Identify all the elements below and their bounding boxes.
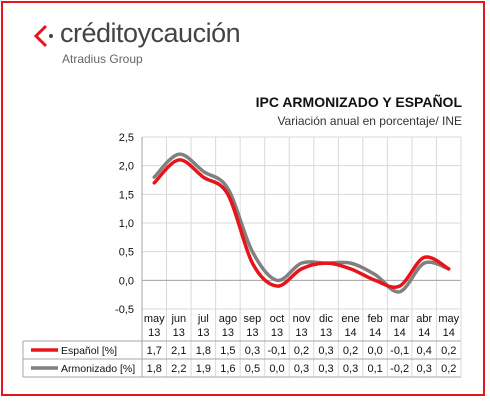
- x-tick-label-year: 13: [148, 327, 160, 339]
- data-table-cell: 0,0: [367, 345, 382, 357]
- legend-label: Español [%]: [61, 345, 117, 357]
- x-tick-label-year: 13: [320, 327, 332, 339]
- x-tick-label-year: 13: [173, 327, 185, 339]
- data-table-cell: 0,0: [269, 363, 284, 375]
- x-tick-label-month: nov: [293, 313, 311, 325]
- y-tick-label: -0,5: [115, 304, 134, 316]
- y-tick-label: 2,5: [119, 132, 134, 144]
- x-tick-label-month: jul: [197, 313, 209, 325]
- chart-subtitle: Variación anual en porcentaje/ INE: [277, 114, 462, 128]
- data-table-cell: 0,5: [245, 363, 260, 375]
- legend-label: Armonizado [%]: [61, 363, 135, 375]
- x-tick-label-month: mar: [390, 313, 409, 325]
- data-table-cell: -0,1: [267, 345, 286, 357]
- x-tick-label-month: sep: [244, 313, 262, 325]
- x-tick-label-year: 14: [394, 327, 406, 339]
- y-tick-label: 1,5: [119, 189, 134, 201]
- logo-chevron-icon: [33, 24, 53, 48]
- data-table-cell: 1,9: [196, 363, 211, 375]
- x-tick-label-month: feb: [367, 313, 382, 325]
- data-table-cell: 2,1: [171, 345, 186, 357]
- x-tick-label-year: 13: [271, 327, 283, 339]
- y-tick-label: 1,0: [119, 218, 134, 230]
- x-tick-label-month: oct: [270, 313, 285, 325]
- x-tick-label-year: 14: [344, 327, 356, 339]
- x-tick-label-year: 14: [369, 327, 381, 339]
- chart-frame: [1, 1, 485, 396]
- brand-name: créditoycaución: [60, 18, 241, 48]
- data-table-cell: 0,2: [294, 345, 309, 357]
- x-tick-label-month: ago: [219, 313, 237, 325]
- x-tick-label-year: 13: [295, 327, 307, 339]
- brand-group: Atradius Group: [62, 52, 143, 66]
- data-table-cell: 0,1: [367, 363, 382, 375]
- x-tick-label-month: abr: [416, 313, 432, 325]
- data-table-cell: 1,6: [220, 363, 235, 375]
- x-tick-label-year: 14: [443, 327, 455, 339]
- data-table-cell: 0,2: [343, 345, 358, 357]
- data-table-cell: 1,8: [147, 363, 162, 375]
- y-tick-label: 0,5: [119, 247, 134, 259]
- x-tick-label-month: dic: [319, 313, 334, 325]
- x-tick-label-year: 13: [222, 327, 234, 339]
- data-table-cell: 1,7: [147, 345, 162, 357]
- x-tick-label-year: 13: [197, 327, 209, 339]
- data-table-cell: 0,3: [343, 363, 358, 375]
- data-table-cell: 1,5: [220, 345, 235, 357]
- data-table-cell: 0,3: [294, 363, 309, 375]
- x-tick-label-month: may: [438, 313, 459, 325]
- series-line-espanol: [152, 158, 451, 289]
- data-table-cell: 0,3: [245, 345, 260, 357]
- x-tick-label-month: may: [144, 313, 165, 325]
- data-table-cell: 1,8: [196, 345, 211, 357]
- series-line-armonizado: [152, 152, 451, 294]
- y-tick-label: 0,0: [119, 275, 134, 287]
- x-tick-label-month: jun: [170, 313, 186, 325]
- data-table-cell: 2,2: [171, 363, 186, 375]
- data-table-cell: 0,3: [318, 345, 333, 357]
- chart-title: IPC ARMONIZADO Y ESPAÑOL: [255, 94, 462, 110]
- data-table-cell: -0,1: [390, 345, 409, 357]
- data-table-cell: 0,4: [417, 345, 432, 357]
- data-table-cell: 0,3: [318, 363, 333, 375]
- x-tick-label-year: 14: [418, 327, 430, 339]
- data-table-cell: 0,2: [441, 363, 456, 375]
- data-table-cell: -0,2: [390, 363, 409, 375]
- y-tick-label: 2,0: [119, 161, 134, 173]
- x-tick-label-month: ene: [341, 313, 359, 325]
- data-table-cell: 0,3: [417, 363, 432, 375]
- x-tick-label-year: 13: [246, 327, 258, 339]
- data-table-cell: 0,2: [441, 345, 456, 357]
